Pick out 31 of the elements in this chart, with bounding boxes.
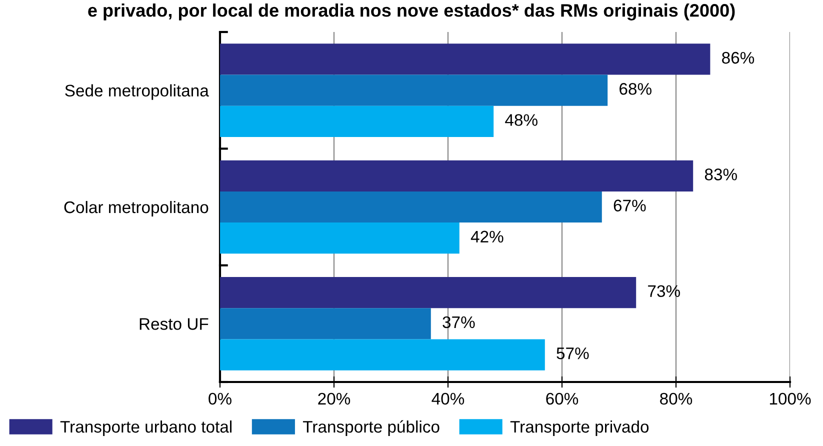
bar [220,339,545,370]
bar [220,222,460,254]
y-tick-label: Sede metropolitana [65,84,209,100]
legend-label: Transporte urbano total [60,420,232,436]
bar [220,74,608,106]
x-tick-label: 20% [318,392,350,405]
x-tick-label: 0% [208,392,232,405]
legend-label: Transporte público [302,420,440,436]
data-label: 67% [614,200,646,212]
data-label: 86% [722,52,754,64]
bar [220,160,694,192]
data-label: 57% [556,348,589,360]
y-tick-label: Resto UF [140,318,208,330]
data-label: 83% [704,168,737,180]
data-label: 68% [620,83,652,95]
bar [220,277,636,308]
data-label: 73% [648,285,680,298]
chart-title: e privado, por local de moradia nos nove estados* das RMs originais (2000) [88,4,735,20]
data-label: 48% [505,114,538,126]
bar [220,191,602,223]
y-tick-label: Colar metropolitano [64,200,208,216]
bar [220,308,431,340]
bar [220,44,710,75]
bar [220,106,494,137]
x-tick-label: 40% [432,392,464,405]
data-label: 42% [470,230,504,243]
legend-label: Transporte privado [510,420,649,436]
x-tick-label: 80% [660,392,692,405]
data-label: 37% [442,316,475,328]
x-tick-label: 100% [770,392,811,405]
x-tick-label: 60% [546,392,578,405]
